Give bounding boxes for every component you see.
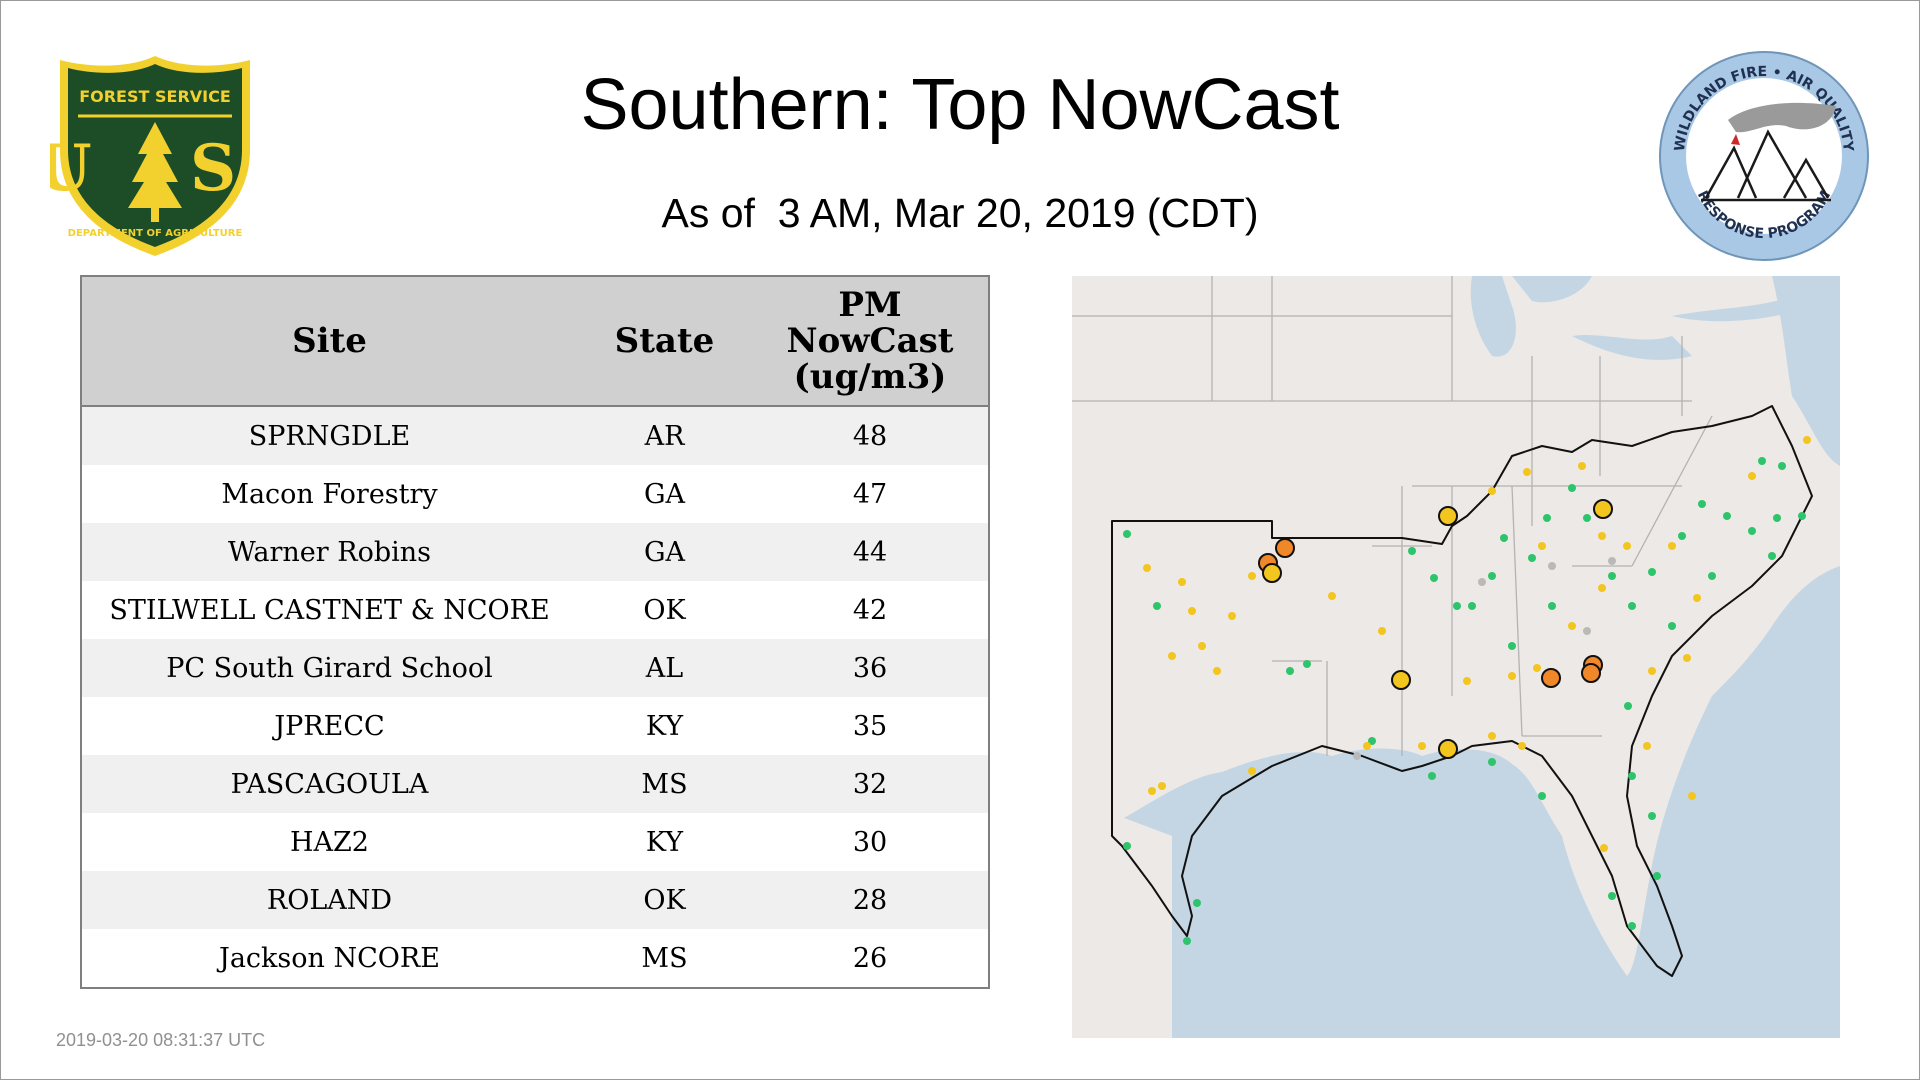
site-marker-warner-robins: [1581, 663, 1601, 683]
wildland-fire-logo: WILDLAND FIRE • AIR QUALITY RESPONSE PRO…: [1659, 51, 1869, 261]
page-title: Southern: Top NowCast: [580, 65, 1340, 145]
lake-michigan: [1470, 276, 1516, 357]
cell-state: AL: [577, 639, 752, 697]
cell-value: 47: [752, 465, 988, 523]
monitor-points: [1123, 436, 1811, 945]
cell-value: 48: [752, 406, 988, 465]
cell-state: KY: [577, 813, 752, 871]
nowcast-map: [1072, 276, 1840, 1038]
site-marker-sprngdle: [1275, 538, 1295, 558]
table-row: STILWELL CASTNET & NCORE OK 42: [82, 581, 988, 639]
table-row: SPRNGDLE AR 48: [82, 406, 988, 465]
cell-state: OK: [577, 871, 752, 929]
table-row: PASCAGOULA MS 32: [82, 755, 988, 813]
header-pm-line1: PM: [838, 285, 902, 325]
cell-value: 36: [752, 639, 988, 697]
pine-tree-icon: [128, 122, 182, 222]
table-row: PC South Girard School AL 36: [82, 639, 988, 697]
cell-value: 42: [752, 581, 988, 639]
cell-state: MS: [577, 755, 752, 813]
cell-value: 30: [752, 813, 988, 871]
cell-site: ROLAND: [82, 871, 577, 929]
cell-site: SPRNGDLE: [82, 406, 577, 465]
lake-ontario: [1672, 296, 1812, 322]
lake-huron: [1512, 276, 1592, 303]
cell-site: Warner Robins: [82, 523, 577, 581]
lake-erie: [1572, 334, 1692, 360]
cell-site: HAZ2: [82, 813, 577, 871]
table-header-row: Site State PM NowCast (ug/m3): [82, 277, 988, 407]
flame-icon: [1731, 134, 1740, 145]
cell-site: Macon Forestry: [82, 465, 577, 523]
southern-region-outline: [1111, 405, 1813, 977]
cell-value: 28: [752, 871, 988, 929]
table-row: ROLAND OK 28: [82, 871, 988, 929]
cell-state: OK: [577, 581, 752, 639]
site-marker-roland: [1262, 563, 1282, 583]
site-marker-haz2: [1438, 506, 1458, 526]
cell-state: KY: [577, 697, 752, 755]
site-marker-jprecc: [1593, 499, 1613, 519]
table-row: HAZ2 KY 30: [82, 813, 988, 871]
cell-site: Jackson NCORE: [82, 929, 577, 987]
site-marker-jackson: [1391, 670, 1411, 690]
header-pm-nowcast: PM NowCast (ug/m3): [752, 277, 988, 407]
cell-value: 26: [752, 929, 988, 987]
cell-value: 35: [752, 697, 988, 755]
ocean-water: [1124, 566, 1840, 1038]
header-pm-line3: (ug/m3): [793, 357, 947, 397]
cell-site: PASCAGOULA: [82, 755, 577, 813]
cell-state: GA: [577, 523, 752, 581]
header-pm-line2: NowCast: [786, 321, 954, 361]
logo-bottom-text: DEPARTMENT OF AGRICULTURE: [68, 228, 243, 239]
smoke-plume-icon: [1728, 102, 1836, 133]
cell-site: STILWELL CASTNET & NCORE: [82, 581, 577, 639]
cell-state: GA: [577, 465, 752, 523]
table-row: Warner Robins GA 44: [82, 523, 988, 581]
generated-timestamp: 2019-03-20 08:31:37 UTC: [56, 1030, 266, 1050]
cell-site: JPRECC: [82, 697, 577, 755]
nowcast-table: Site State PM NowCast (ug/m3) SPRNGDLE A…: [80, 275, 990, 989]
forest-service-logo: FOREST SERVICE U S DEPARTMENT OF AGRICUL…: [50, 56, 250, 256]
table-row: Jackson NCORE MS 26: [82, 929, 988, 987]
page-subtitle: As of 3 AM, Mar 20, 2019 (CDT): [661, 190, 1259, 236]
logo-top-text: FOREST SERVICE: [79, 87, 231, 106]
header-site: Site: [82, 277, 577, 407]
mountains-icon: [1701, 129, 1831, 202]
site-marker-pc-south-girard: [1541, 668, 1561, 688]
cell-site: PC South Girard School: [82, 639, 577, 697]
cell-value: 44: [752, 523, 988, 581]
cell-state: AR: [577, 406, 752, 465]
state-borders: [1072, 276, 1713, 756]
cell-value: 32: [752, 755, 988, 813]
table-row: Macon Forestry GA 47: [82, 465, 988, 523]
site-marker-pascagoula: [1438, 739, 1458, 759]
cell-state: MS: [577, 929, 752, 987]
table-row: JPRECC KY 35: [82, 697, 988, 755]
header-state: State: [577, 277, 752, 407]
